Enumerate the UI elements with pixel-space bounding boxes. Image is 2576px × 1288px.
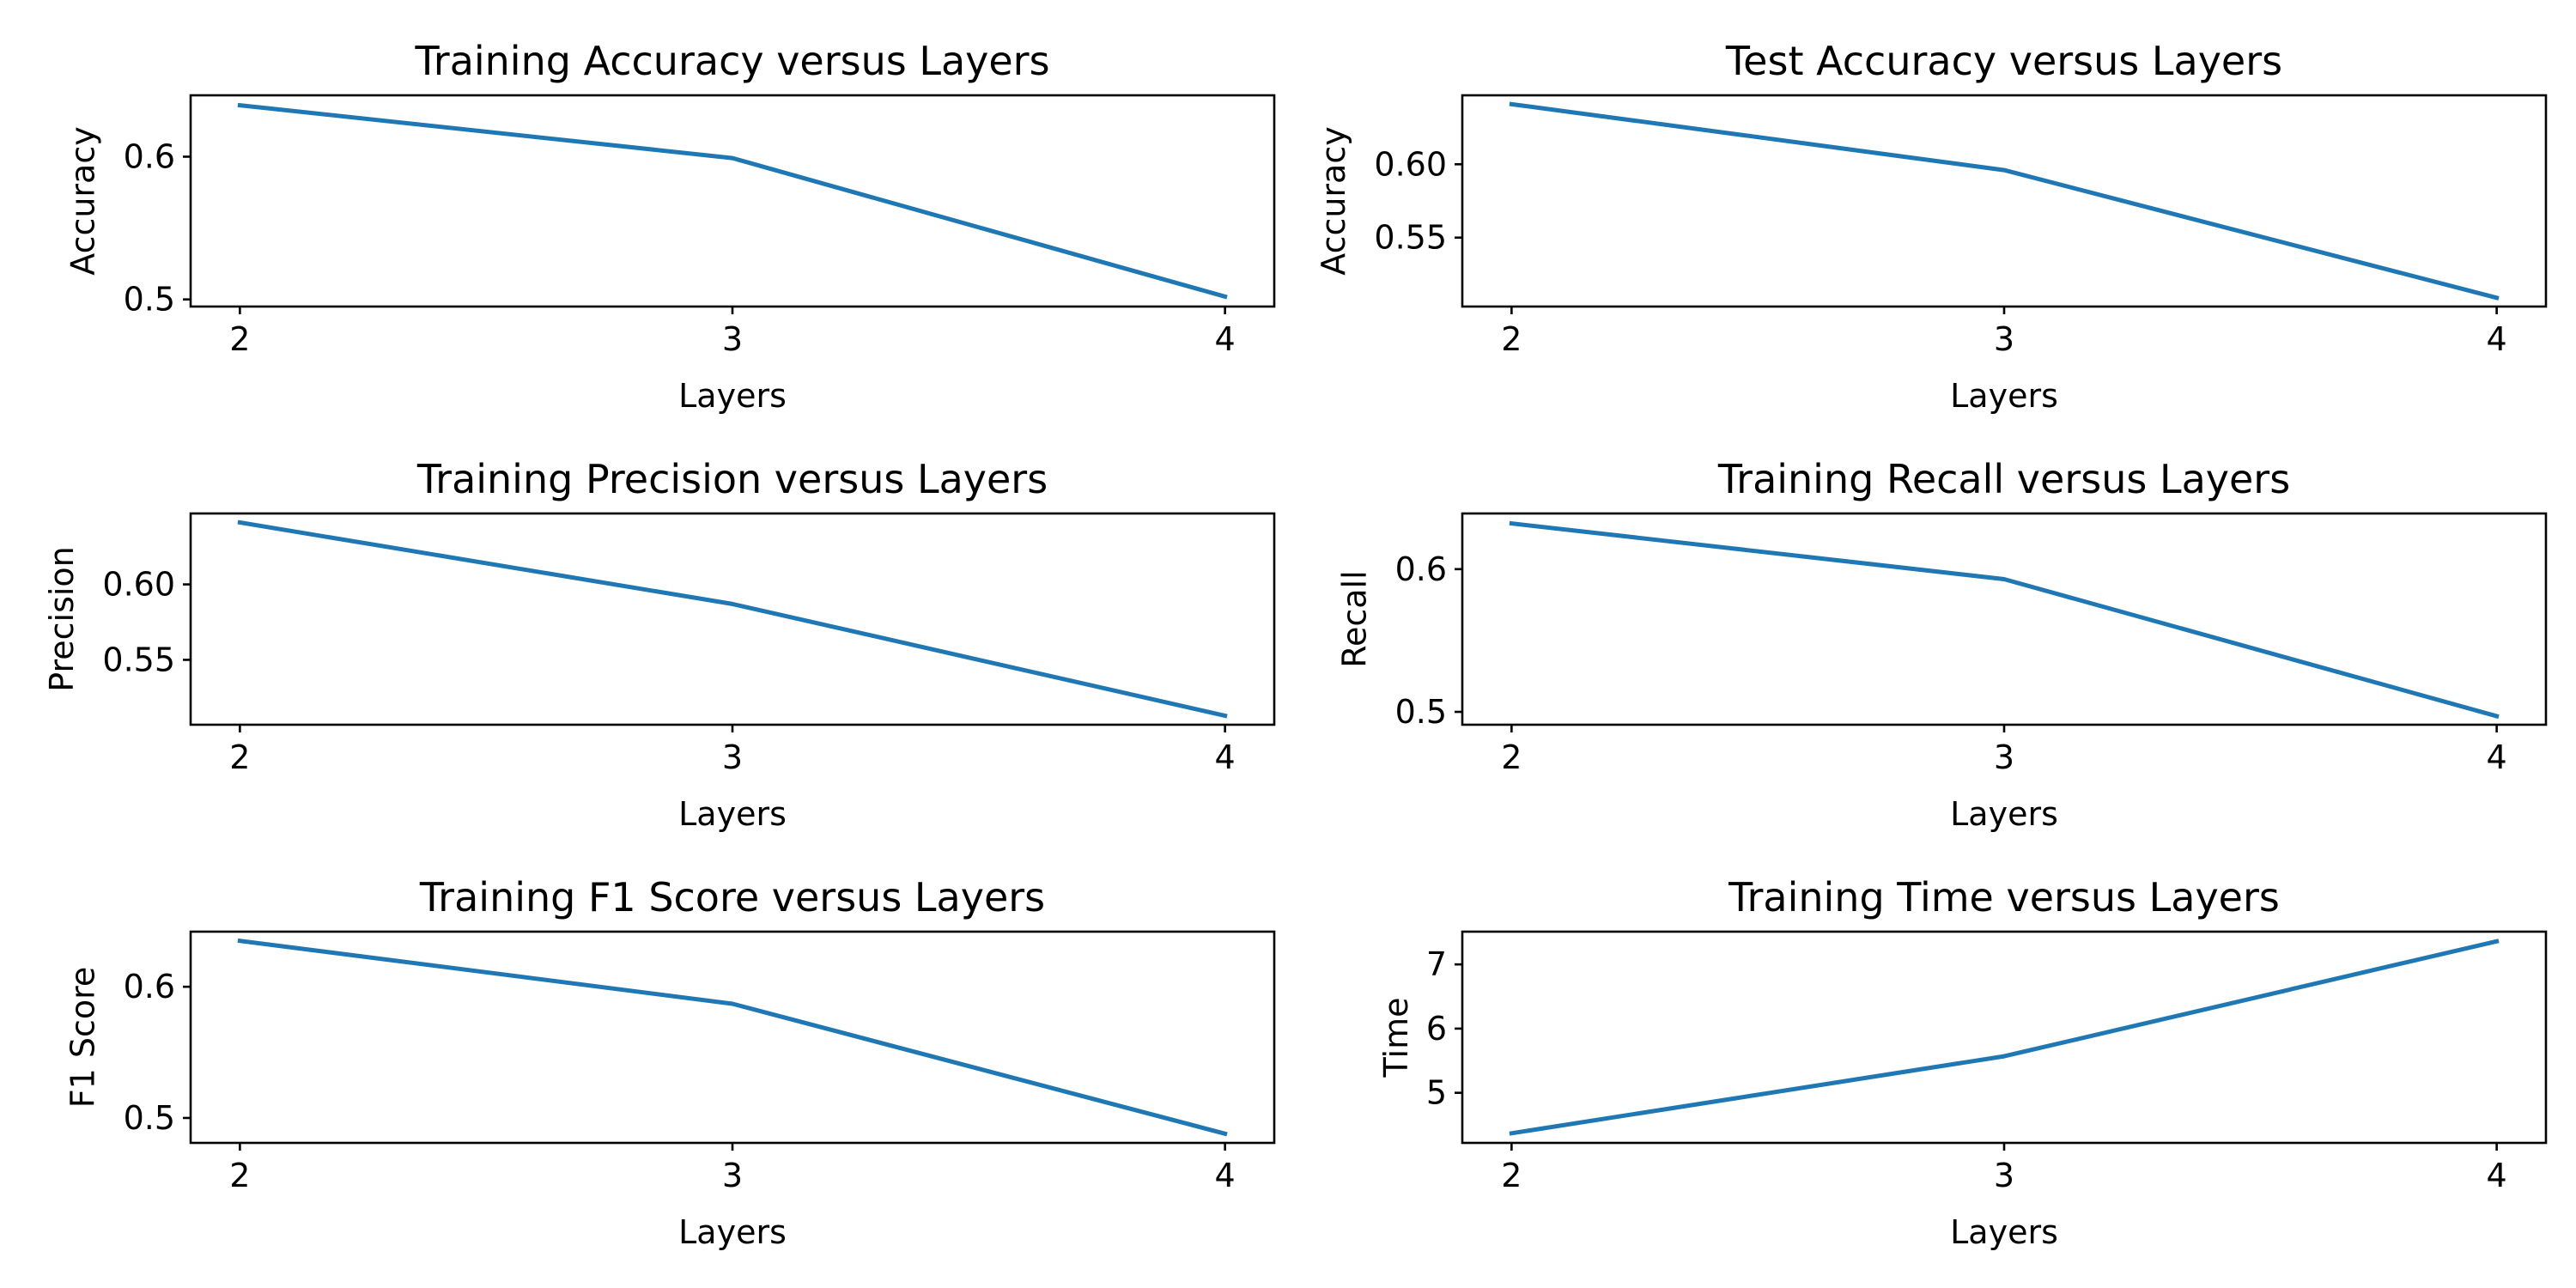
x-axis-label: Layers [1950, 795, 2058, 833]
y-tick-label: 0.6 [1395, 550, 1447, 588]
chart-title: Training Accuracy versus Layers [414, 38, 1049, 84]
subplot-1: Training Accuracy versus Layers 2 3 4 0.5 0.6… [64, 38, 1276, 415]
y-tick-label: 0.60 [1374, 145, 1447, 183]
chart-title: Training Time versus Layers [1728, 874, 2280, 920]
x-axis-label: Layers [1950, 377, 2058, 415]
series-line [1509, 101, 2500, 301]
x-tick-label: 3 [722, 320, 743, 358]
subplot-4: Training Recall versus Layers 2 3 4 0.5 0.6 La… [1335, 456, 2548, 833]
x-tick-label: 3 [1994, 320, 2014, 358]
series-line [237, 519, 1228, 719]
subplot-2: Test Accuracy versus Layers 2 3 4 0.55 0.60 La… [1315, 38, 2548, 415]
x-axis-label: Layers [1950, 1213, 2058, 1251]
y-tick-label: 0.60 [102, 566, 175, 604]
series-line [237, 102, 1228, 300]
chart-title: Training Precision versus Layers [416, 456, 1048, 502]
x-tick-label: 2 [1501, 1157, 1522, 1194]
x-tick-label: 3 [1994, 738, 2014, 776]
y-tick-label: 0.6 [124, 968, 175, 1005]
x-tick-label: 4 [2487, 738, 2507, 776]
y-tick-label: 5 [1426, 1074, 1447, 1112]
series-line [1509, 520, 2500, 720]
x-tick-label: 2 [229, 738, 250, 776]
chart-title: Training Recall versus Layers [1717, 456, 2290, 502]
x-tick-label: 4 [2487, 320, 2507, 358]
x-tick-label: 4 [2487, 1157, 2507, 1194]
y-axis-label: Accuracy [64, 126, 101, 276]
y-tick-label: 0.5 [124, 1099, 175, 1137]
x-tick-label: 2 [229, 1157, 250, 1194]
subplot-5: Training F1 Score versus Layers 2 3 4 0.5 0.6… [64, 874, 1276, 1251]
x-tick-label: 4 [1215, 738, 1236, 776]
series-line [1509, 939, 2500, 1136]
x-axis-label: Layers [678, 377, 787, 415]
y-tick-label: 0.55 [1374, 219, 1447, 257]
y-axis-label: Time [1377, 998, 1415, 1078]
y-tick-label: 0.55 [102, 641, 175, 678]
series-line [237, 938, 1228, 1137]
y-tick-label: 0.6 [124, 137, 175, 175]
x-tick-label: 3 [722, 1157, 743, 1194]
x-tick-label: 2 [1501, 320, 1522, 358]
y-tick-label: 6 [1426, 1010, 1447, 1048]
y-axis-label: Recall [1335, 570, 1373, 667]
x-axis-label: Layers [678, 1213, 787, 1251]
x-tick-label: 2 [229, 320, 250, 358]
x-tick-label: 4 [1215, 320, 1236, 358]
chart-title: Test Accuracy versus Layers [1725, 38, 2282, 84]
y-tick-label: 0.5 [124, 281, 175, 319]
x-axis-label: Layers [678, 795, 787, 833]
y-tick-label: 7 [1426, 945, 1447, 983]
subplot-3: Training Precision versus Layers 2 3 4 0.55 0… [43, 456, 1276, 833]
y-axis-label: F1 Score [64, 967, 101, 1109]
subplot-6: Training Time versus Layers 2 3 4 5 6 7 Layers T… [1377, 874, 2548, 1251]
x-tick-label: 3 [1994, 1157, 2014, 1194]
chart-title: Training F1 Score versus Layers [419, 874, 1045, 920]
x-tick-label: 3 [722, 738, 743, 776]
y-axis-label: Accuracy [1315, 126, 1352, 276]
x-tick-label: 2 [1501, 738, 1522, 776]
x-tick-label: 4 [1215, 1157, 1236, 1194]
y-axis-label: Precision [43, 546, 81, 692]
y-tick-label: 0.5 [1395, 693, 1447, 731]
